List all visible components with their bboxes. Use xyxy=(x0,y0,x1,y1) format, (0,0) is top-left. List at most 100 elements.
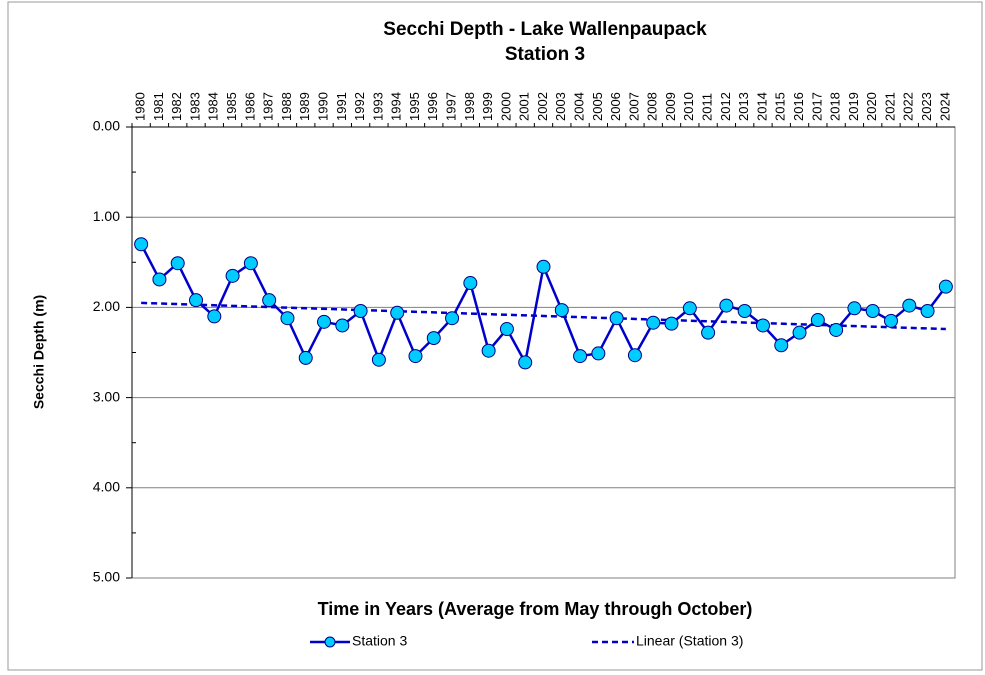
data-point xyxy=(152,272,167,287)
data-point xyxy=(847,301,862,316)
data-point xyxy=(755,318,770,333)
x-tick-label: 1999 xyxy=(480,92,495,121)
x-tick-label: 2009 xyxy=(663,92,678,121)
data-point xyxy=(463,276,478,291)
data-point xyxy=(701,325,716,340)
data-point xyxy=(353,304,368,319)
x-tick-label: 1980 xyxy=(133,92,148,121)
x-tick-label: 2004 xyxy=(572,92,587,121)
x-tick-label: 2010 xyxy=(681,92,696,121)
x-tick-label: 1990 xyxy=(315,92,330,121)
x-tick-label: 1983 xyxy=(187,92,202,121)
data-point xyxy=(920,304,935,319)
x-tick-label: 2014 xyxy=(754,92,769,121)
data-point xyxy=(207,309,222,324)
chart-title: Secchi Depth - Lake Wallenpaupack xyxy=(383,19,707,40)
x-tick-label: 1981 xyxy=(151,92,166,121)
x-tick-label: 1985 xyxy=(224,92,239,121)
x-tick-label: 1998 xyxy=(462,92,477,121)
data-point xyxy=(134,237,149,252)
x-tick-label: 2001 xyxy=(517,92,532,121)
data-point xyxy=(189,293,204,308)
data-point xyxy=(682,301,697,316)
data-point xyxy=(609,311,624,326)
y-tick-label: 2.00 xyxy=(93,298,120,314)
x-tick-label: 2021 xyxy=(882,92,897,121)
x-tick-label: 1994 xyxy=(389,92,404,121)
y-tick-label: 3.00 xyxy=(93,388,120,404)
x-tick-label: 2002 xyxy=(535,92,550,121)
data-point xyxy=(426,331,441,346)
legend-marker xyxy=(324,636,336,648)
data-point xyxy=(902,298,917,313)
data-point xyxy=(225,268,240,283)
x-tick-label: 1988 xyxy=(279,92,294,121)
x-tick-label: 2023 xyxy=(919,92,934,121)
legend-label: Station 3 xyxy=(352,633,407,649)
data-point xyxy=(883,313,898,328)
x-tick-label: 2020 xyxy=(864,92,879,121)
data-point xyxy=(646,315,661,330)
data-point xyxy=(737,304,752,319)
data-point xyxy=(371,352,386,367)
data-point xyxy=(317,314,332,329)
plot-area xyxy=(132,127,955,578)
y-tick-label: 4.00 xyxy=(93,479,120,495)
data-point xyxy=(792,325,807,340)
data-point xyxy=(554,303,569,318)
x-tick-label: 1982 xyxy=(169,92,184,121)
data-point xyxy=(810,313,825,328)
x-tick-label: 1991 xyxy=(334,92,349,121)
data-point xyxy=(719,298,734,313)
x-tick-label: 2007 xyxy=(626,92,641,121)
y-tick-label: 1.00 xyxy=(93,208,120,224)
y-tick-label: 5.00 xyxy=(93,569,120,585)
data-point xyxy=(335,318,350,333)
x-tick-label: 2012 xyxy=(718,92,733,121)
x-tick-label: 2024 xyxy=(937,92,952,121)
x-tick-label: 2006 xyxy=(608,92,623,121)
x-tick-label: 2016 xyxy=(791,92,806,121)
data-point xyxy=(408,349,423,364)
data-point xyxy=(573,349,588,364)
data-point xyxy=(774,338,789,353)
x-tick-label: 2008 xyxy=(645,92,660,121)
x-tick-label: 1984 xyxy=(206,92,221,121)
chart-subtitle: Station 3 xyxy=(505,44,585,65)
x-tick-label: 1992 xyxy=(352,92,367,121)
x-tick-label: 2013 xyxy=(736,92,751,121)
x-tick-label: 1989 xyxy=(297,92,312,121)
data-point xyxy=(627,348,642,363)
data-point xyxy=(591,346,606,361)
data-point xyxy=(280,311,295,326)
legend-label: Linear (Station 3) xyxy=(636,633,743,649)
data-point xyxy=(829,322,844,337)
x-tick-label: 1993 xyxy=(370,92,385,121)
data-point xyxy=(938,279,953,294)
x-tick-label: 2000 xyxy=(498,92,513,121)
x-tick-label: 2011 xyxy=(700,93,715,121)
x-tick-label: 2022 xyxy=(901,92,916,121)
data-point xyxy=(499,322,514,337)
y-axis-label: Secchi Depth (m) xyxy=(31,295,47,409)
x-tick-label: 1995 xyxy=(407,92,422,121)
x-tick-label: 2005 xyxy=(590,92,605,121)
y-tick-label: 0.00 xyxy=(93,118,120,134)
data-point xyxy=(298,350,313,365)
data-point xyxy=(518,355,533,370)
data-point xyxy=(664,316,679,331)
x-tick-label: 1996 xyxy=(425,92,440,121)
x-tick-label: 2015 xyxy=(773,92,788,121)
data-point xyxy=(390,305,405,320)
x-tick-label: 2018 xyxy=(828,92,843,121)
x-tick-label: 2019 xyxy=(846,92,861,121)
x-tick-label: 2017 xyxy=(809,92,824,121)
x-tick-label: 1986 xyxy=(242,92,257,121)
data-point xyxy=(170,256,185,271)
data-point xyxy=(243,256,258,271)
x-tick-label: 1987 xyxy=(261,92,276,121)
x-tick-label: 1997 xyxy=(443,92,458,121)
data-point xyxy=(445,311,460,326)
x-axis-label: Time in Years (Average from May through … xyxy=(318,599,753,619)
